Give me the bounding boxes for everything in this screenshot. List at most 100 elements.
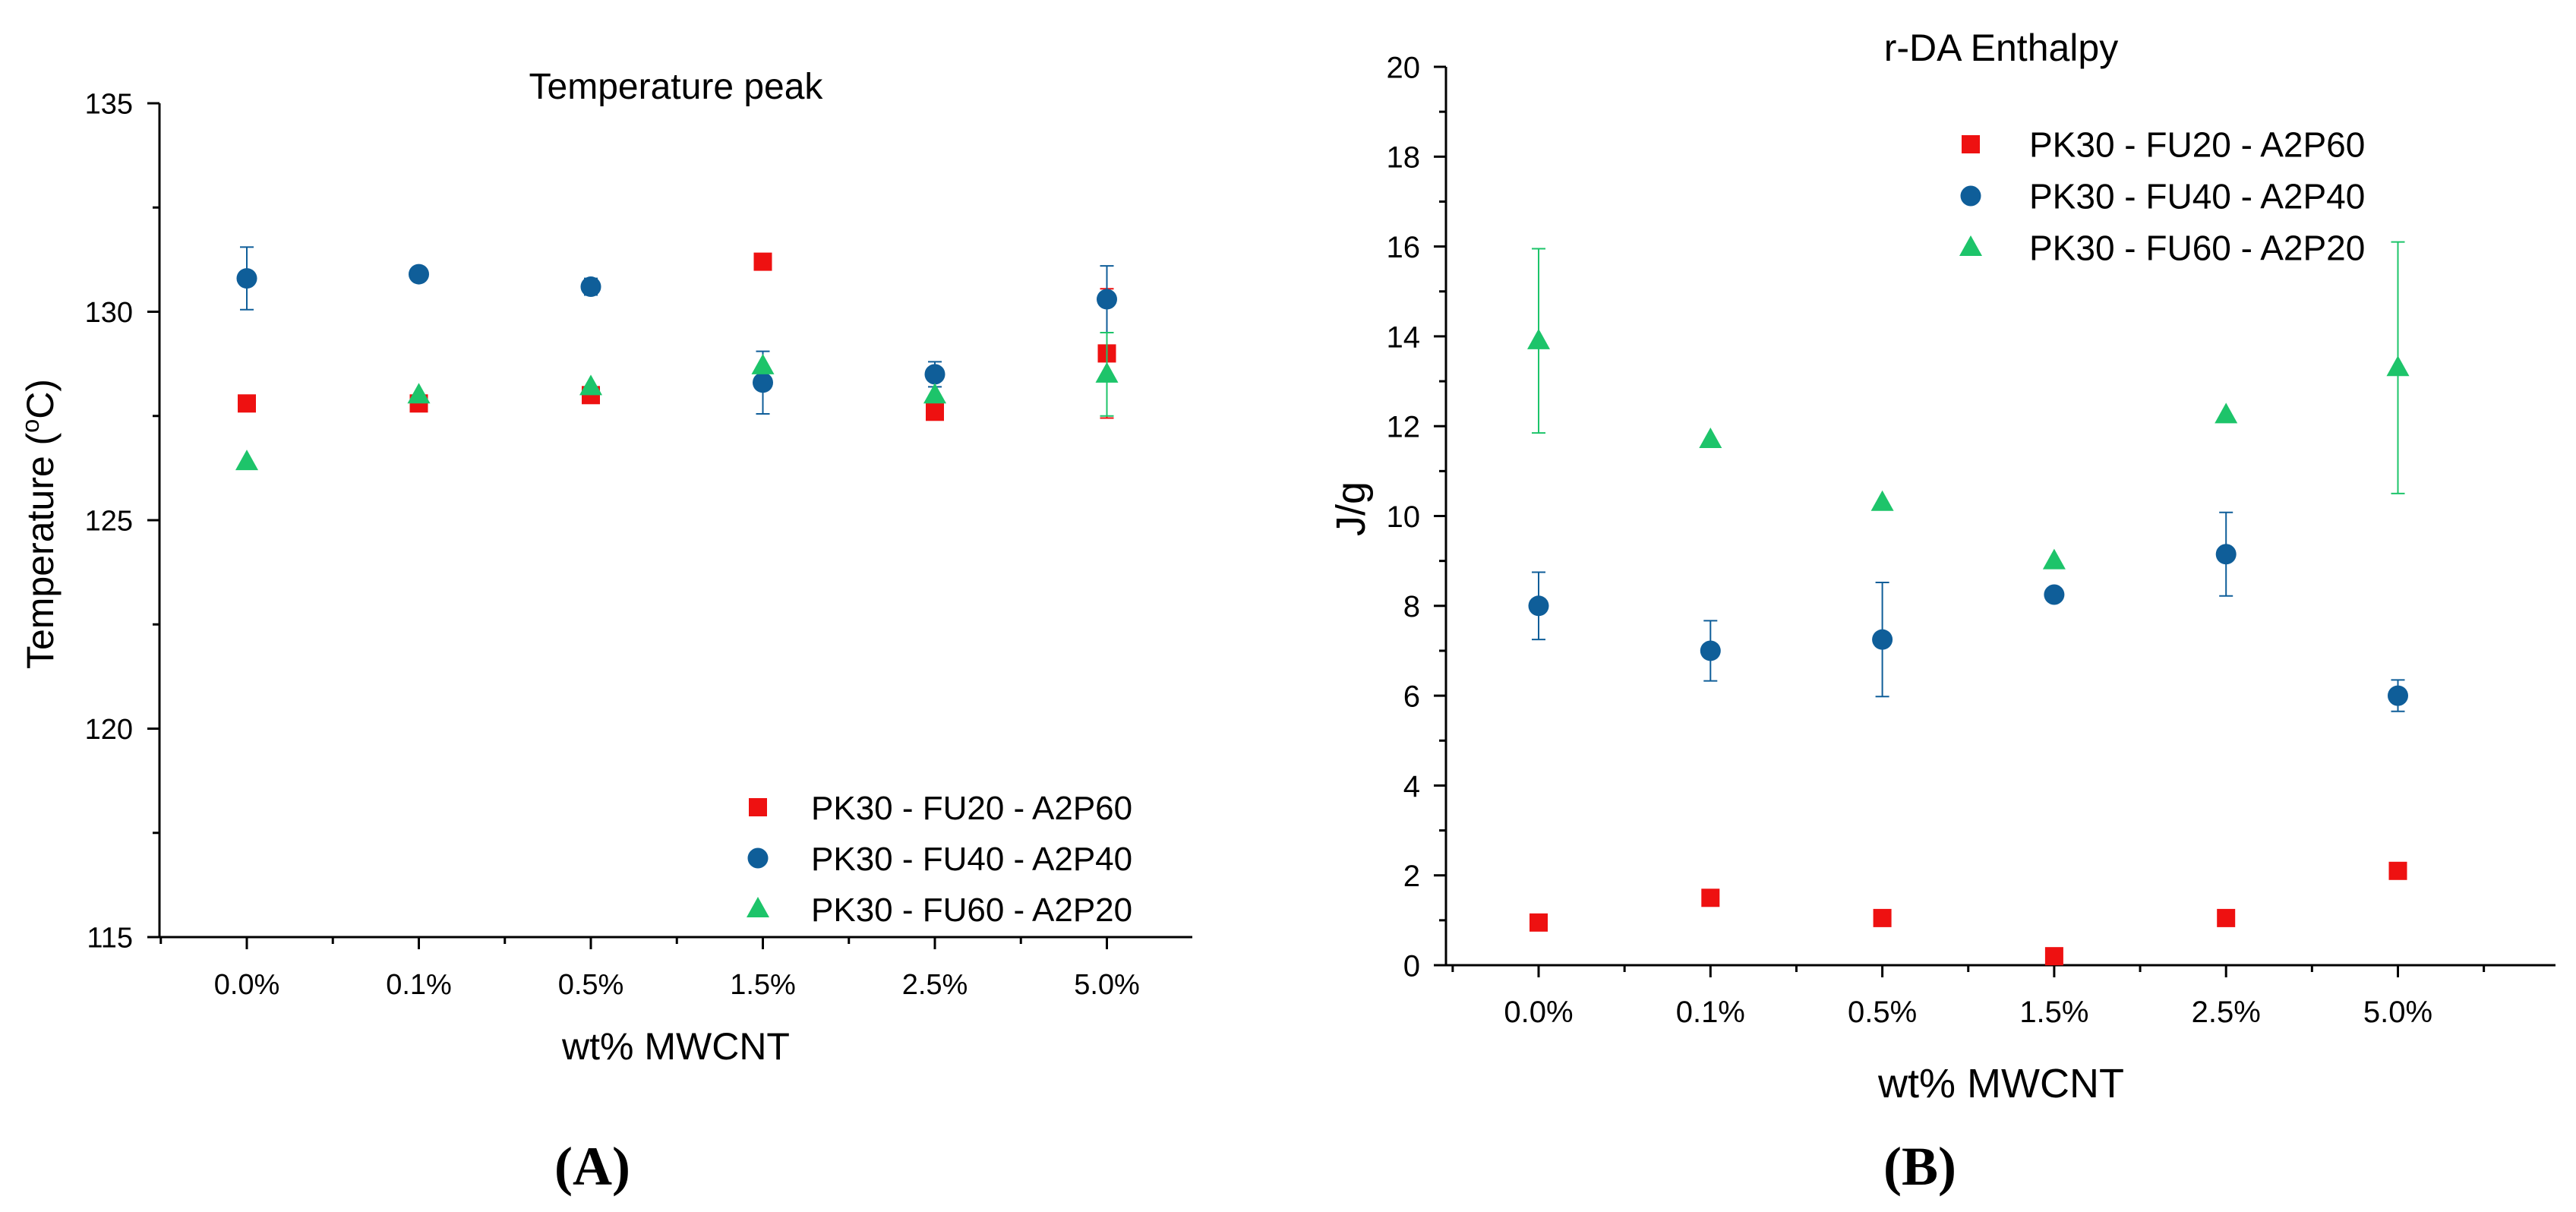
y-tick-label: 16: [1387, 231, 1421, 264]
y-tick-label: 130: [85, 297, 133, 329]
x-tick-label: 1.5%: [730, 969, 796, 1001]
data-point-square: [926, 402, 944, 421]
data-point-circle: [1700, 640, 1721, 661]
y-tick-label: 135: [85, 89, 133, 121]
data-point-triangle: [2042, 548, 2066, 570]
data-point-square: [1873, 908, 1892, 927]
data-point-triangle: [1527, 328, 1550, 349]
chart-title: r-DA Enthalpy: [1884, 27, 2118, 69]
y-tick-label: 115: [87, 923, 133, 955]
panel-label-close: ): [1938, 1136, 1956, 1197]
panel-label-open: (: [554, 1136, 573, 1197]
x-tick-label: 1.5%: [2019, 996, 2088, 1029]
panel-label: (B): [1883, 1136, 1956, 1197]
data-point-triangle: [2215, 402, 2238, 424]
data-point-square: [1701, 888, 1720, 907]
y-tick-label: 0: [1403, 949, 1420, 983]
legend-marker-triangle: [1959, 235, 1982, 256]
legend-label: PK30 - FU40 - A2P40: [811, 841, 1132, 878]
panel-label-open: (: [1883, 1136, 1902, 1197]
y-tick-label: 10: [1387, 500, 1421, 534]
data-point-circle: [1528, 595, 1549, 617]
series-3: [235, 331, 1119, 471]
data-point-circle: [2044, 584, 2065, 605]
series-1: [1530, 861, 2407, 966]
data-point-circle: [2388, 685, 2408, 706]
y-tick-label: 18: [1387, 141, 1421, 175]
legend-marker-square: [1962, 135, 1980, 153]
legend-marker-circle: [747, 847, 769, 869]
y-axis-label-superscript: o: [17, 419, 44, 433]
data-point-circle: [924, 364, 945, 385]
legend-marker-square: [749, 798, 767, 816]
chart-title: Temperature peak: [529, 67, 824, 107]
data-point-triangle: [1870, 490, 1894, 511]
y-tick-label: 6: [1403, 680, 1420, 714]
data-point-triangle: [235, 450, 258, 471]
data-point-triangle: [2386, 355, 2410, 377]
legend-label: PK30 - FU60 - A2P20: [2029, 229, 2365, 268]
x-tick-label: 2.5%: [2192, 996, 2261, 1029]
x-tick-label: 0.0%: [1504, 996, 1573, 1029]
x-tick-label: 0.1%: [386, 969, 452, 1001]
data-point-triangle: [1699, 427, 1722, 448]
legend-marker-circle: [1960, 185, 1981, 207]
x-tick-label: 2.5%: [902, 969, 968, 1001]
x-tick-label: 5.0%: [2363, 996, 2432, 1029]
y-tick-label: 12: [1387, 411, 1421, 444]
x-tick-label: 5.0%: [1074, 969, 1140, 1001]
data-point-triangle: [579, 374, 602, 396]
chart-panel-b: 0 2 4 6 8 10 12 14 16 18 20 0.0% 0.1% 0.5% 1.5% 2.5% 5.0…: [1328, 27, 2555, 1197]
data-point-triangle: [1095, 361, 1119, 383]
panel-label-letter: A: [573, 1136, 612, 1197]
legend-label: PK30 - FU20 - A2P60: [811, 790, 1132, 827]
x-axis-label: wt% MWCNT: [1877, 1061, 2124, 1106]
data-point-triangle: [751, 353, 775, 374]
legend-label: PK30 - FU20 - A2P60: [2029, 125, 2365, 165]
y-axis-label-main: Temperature (: [19, 432, 62, 669]
series-3: [1527, 241, 2410, 570]
series-1: [238, 252, 1116, 421]
legend-label: PK30 - FU40 - A2P40: [2029, 177, 2365, 216]
data-point-circle: [1872, 629, 1893, 650]
chart-panel-a: 115 120 125 130 135 0.0% 0.1% 0.5% 1.5% 2.5% 5.0% T…: [17, 67, 1192, 1197]
x-tick-label: 0.5%: [558, 969, 624, 1001]
y-axis-label: J/g: [1328, 481, 1374, 536]
x-tick-label: 0.1%: [1676, 996, 1745, 1029]
y-tick-label: 8: [1403, 590, 1420, 623]
data-point-triangle: [923, 383, 946, 404]
panel-label: (A): [554, 1136, 630, 1197]
y-tick-label: 20: [1387, 51, 1421, 84]
data-point-square: [238, 394, 256, 413]
data-point-square: [1530, 913, 1548, 932]
y-tick-label: 120: [85, 714, 133, 746]
legend-marker-triangle: [747, 897, 769, 917]
legend: PK30 - FU20 - A2P60 PK30 - FU40 - A2P40 PK…: [747, 790, 1132, 929]
legend-label: PK30 - FU60 - A2P20: [811, 892, 1132, 929]
data-point-square: [2044, 947, 2063, 966]
data-point-circle: [409, 264, 429, 285]
x-axis-label: wt% MWCNT: [561, 1025, 790, 1068]
legend: PK30 - FU20 - A2P60 PK30 - FU40 - A2P40 PK…: [1959, 125, 2365, 268]
data-point-circle: [753, 372, 773, 393]
x-tick-label: 0.0%: [214, 969, 280, 1001]
data-point-square: [753, 252, 772, 271]
x-tick-label: 0.5%: [1848, 996, 1917, 1029]
panel-label-close: ): [612, 1136, 630, 1197]
y-tick-label: 14: [1387, 320, 1421, 354]
data-point-square: [2388, 861, 2407, 880]
data-point-circle: [236, 268, 257, 289]
data-point-triangle: [407, 383, 431, 404]
y-axis-label: Temperature (oC): [17, 379, 62, 669]
panel-label-letter: B: [1902, 1136, 1938, 1197]
data-point-circle: [580, 276, 601, 298]
y-tick-label: 125: [85, 506, 133, 538]
series-2: [1528, 511, 2408, 712]
data-point-circle: [1097, 289, 1117, 310]
data-point-square: [2217, 908, 2236, 927]
y-tick-label: 4: [1403, 770, 1420, 803]
series-2: [236, 246, 1117, 415]
y-tick-label: 2: [1403, 860, 1420, 893]
y-axis-label-tail: C): [19, 379, 62, 419]
